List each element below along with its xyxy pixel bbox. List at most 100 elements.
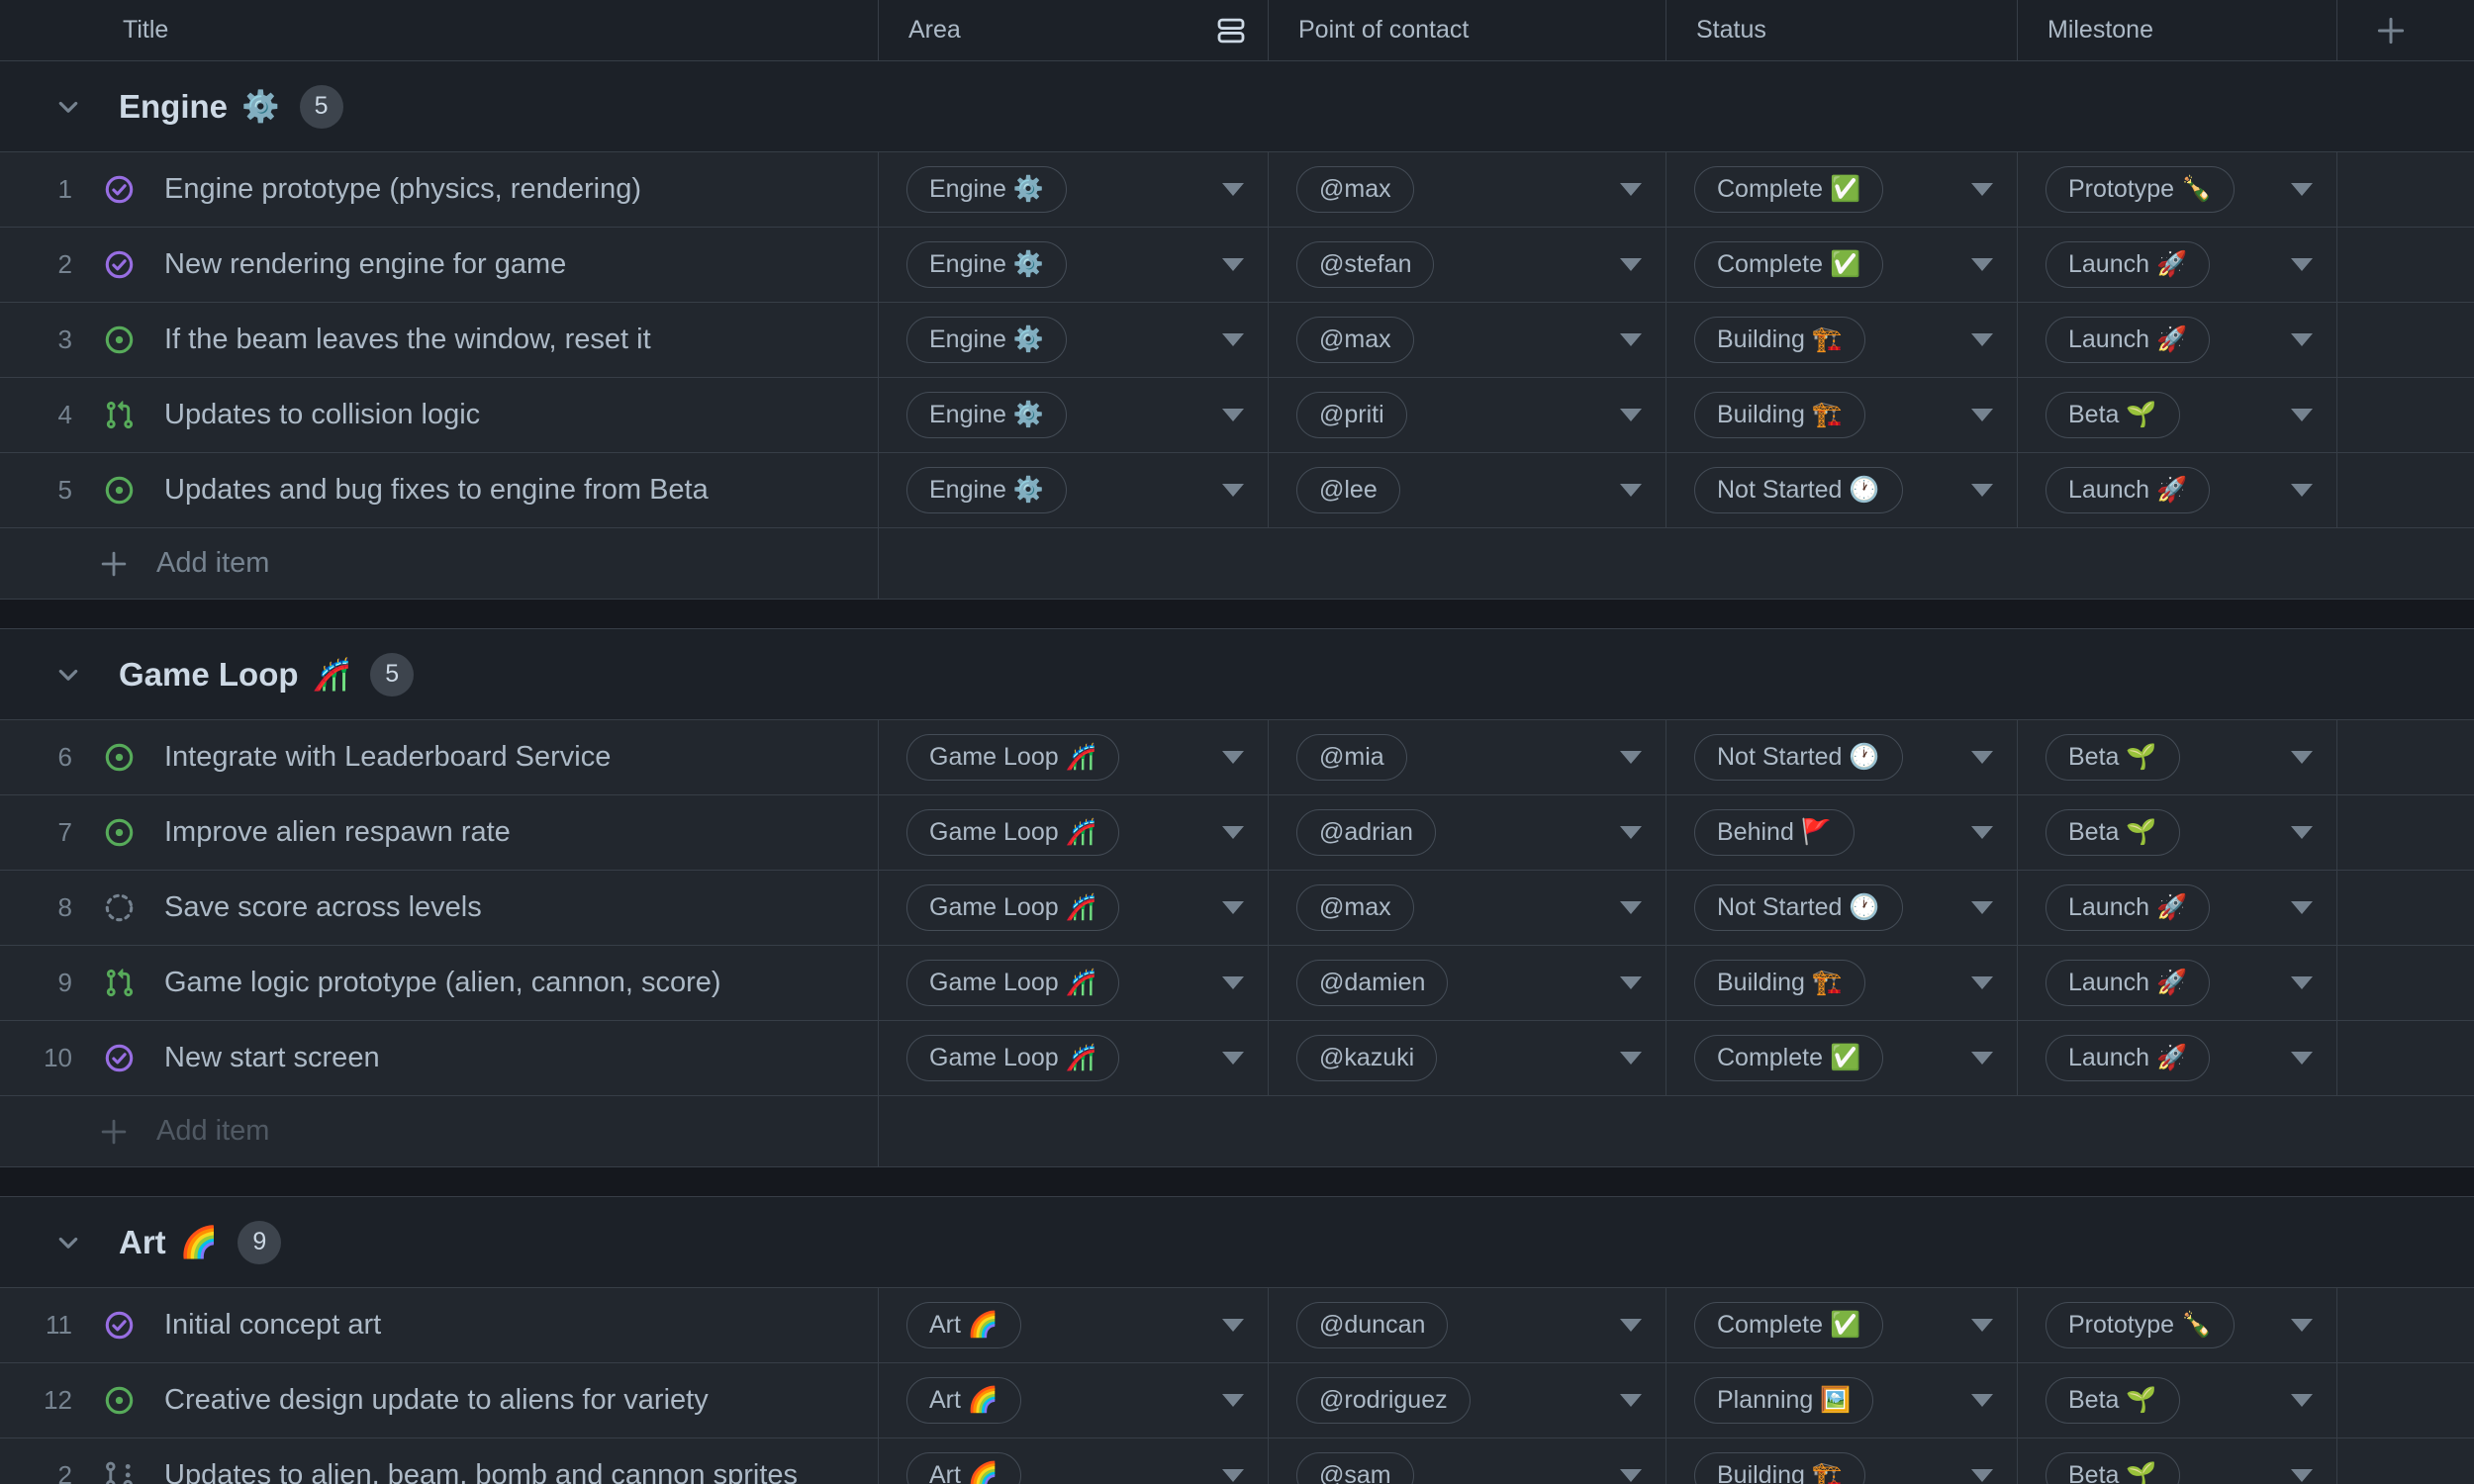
contact-pill[interactable]: @max bbox=[1296, 884, 1414, 931]
item-title[interactable]: Improve alien respawn rate bbox=[164, 816, 511, 848]
area-pill[interactable]: Game Loop 🎢 bbox=[906, 809, 1119, 856]
contact-pill-cell[interactable]: @mia bbox=[1269, 720, 1666, 794]
item-title[interactable]: Initial concept art bbox=[164, 1309, 382, 1341]
status-pill[interactable]: Building 🏗️ bbox=[1694, 1452, 1866, 1484]
contact-pill[interactable]: @max bbox=[1296, 317, 1414, 363]
dropdown-caret-icon[interactable] bbox=[2291, 751, 2313, 764]
dropdown-caret-icon[interactable] bbox=[2291, 1319, 2313, 1332]
status-pill[interactable]: Planning 🖼️ bbox=[1694, 1377, 1874, 1424]
area-pill-cell[interactable]: Engine ⚙️ bbox=[879, 228, 1269, 302]
item-title[interactable]: Updates to alien, beam, bomb and cannon … bbox=[164, 1459, 799, 1484]
dropdown-caret-icon[interactable] bbox=[1620, 1052, 1642, 1065]
dropdown-caret-icon[interactable] bbox=[1620, 1469, 1642, 1482]
milestone-pill[interactable]: Launch 🚀 bbox=[2046, 960, 2211, 1006]
contact-pill[interactable]: @lee bbox=[1296, 467, 1400, 513]
dropdown-caret-icon[interactable] bbox=[1971, 333, 1993, 346]
status-pill-cell[interactable]: Complete ✅ bbox=[1666, 228, 2018, 302]
milestone-pill[interactable]: Beta 🌱 bbox=[2046, 1377, 2180, 1424]
area-pill-cell[interactable]: Art 🌈 bbox=[879, 1363, 1269, 1438]
dropdown-caret-icon[interactable] bbox=[1620, 1394, 1642, 1407]
item-title[interactable]: Updates to collision logic bbox=[164, 399, 481, 430]
item-title[interactable]: Creative design update to aliens for var… bbox=[164, 1384, 709, 1416]
dropdown-caret-icon[interactable] bbox=[1971, 1394, 1993, 1407]
milestone-pill-cell[interactable]: Beta 🌱 bbox=[2018, 720, 2337, 794]
dropdown-caret-icon[interactable] bbox=[1620, 751, 1642, 764]
dropdown-caret-icon[interactable] bbox=[1222, 826, 1244, 839]
area-pill[interactable]: Game Loop 🎢 bbox=[906, 1035, 1119, 1081]
status-pill-cell[interactable]: Not Started 🕐 bbox=[1666, 453, 2018, 527]
area-pill[interactable]: Engine ⚙️ bbox=[906, 317, 1067, 363]
contact-pill[interactable]: @damien bbox=[1296, 960, 1449, 1006]
status-pill[interactable]: Not Started 🕐 bbox=[1694, 467, 1903, 513]
dropdown-caret-icon[interactable] bbox=[2291, 258, 2313, 271]
milestone-pill[interactable]: Launch 🚀 bbox=[2046, 241, 2211, 288]
milestone-pill-cell[interactable]: Launch 🚀 bbox=[2018, 946, 2337, 1020]
dropdown-caret-icon[interactable] bbox=[1222, 484, 1244, 497]
item-title[interactable]: New start screen bbox=[164, 1042, 380, 1073]
dropdown-caret-icon[interactable] bbox=[1971, 826, 1993, 839]
milestone-pill-cell[interactable]: Prototype 🍾 bbox=[2018, 1288, 2337, 1362]
contact-pill-cell[interactable]: @rodriguez bbox=[1269, 1363, 1666, 1438]
status-pill-cell[interactable]: Not Started 🕐 bbox=[1666, 871, 2018, 945]
column-header-title[interactable]: Title bbox=[0, 0, 879, 60]
status-pill[interactable]: Building 🏗️ bbox=[1694, 960, 1866, 1006]
dropdown-caret-icon[interactable] bbox=[1620, 826, 1642, 839]
status-pill[interactable]: Not Started 🕐 bbox=[1694, 884, 1903, 931]
dropdown-caret-icon[interactable] bbox=[2291, 409, 2313, 421]
dropdown-caret-icon[interactable] bbox=[1222, 1469, 1244, 1482]
milestone-pill[interactable]: Beta 🌱 bbox=[2046, 809, 2180, 856]
contact-pill-cell[interactable]: @stefan bbox=[1269, 228, 1666, 302]
dropdown-caret-icon[interactable] bbox=[1971, 183, 1993, 196]
item-title[interactable]: Updates and bug fixes to engine from Bet… bbox=[164, 474, 709, 506]
dropdown-caret-icon[interactable] bbox=[1222, 901, 1244, 914]
item-title[interactable]: Game logic prototype (alien, cannon, sco… bbox=[164, 967, 721, 998]
contact-pill[interactable]: @stefan bbox=[1296, 241, 1435, 288]
dropdown-caret-icon[interactable] bbox=[1971, 976, 1993, 989]
column-header-area[interactable]: Area bbox=[879, 0, 1269, 60]
area-pill-cell[interactable]: Game Loop 🎢 bbox=[879, 720, 1269, 794]
status-pill-cell[interactable]: Not Started 🕐 bbox=[1666, 720, 2018, 794]
area-pill-cell[interactable]: Art 🌈 bbox=[879, 1438, 1269, 1484]
contact-pill[interactable]: @sam bbox=[1296, 1452, 1414, 1484]
milestone-pill[interactable]: Launch 🚀 bbox=[2046, 317, 2211, 363]
milestone-pill-cell[interactable]: Launch 🚀 bbox=[2018, 228, 2337, 302]
dropdown-caret-icon[interactable] bbox=[1971, 901, 1993, 914]
dropdown-caret-icon[interactable] bbox=[1620, 976, 1642, 989]
dropdown-caret-icon[interactable] bbox=[1222, 409, 1244, 421]
contact-pill-cell[interactable]: @adrian bbox=[1269, 795, 1666, 870]
status-pill-cell[interactable]: Building 🏗️ bbox=[1666, 378, 2018, 452]
milestone-pill-cell[interactable]: Launch 🚀 bbox=[2018, 871, 2337, 945]
dropdown-caret-icon[interactable] bbox=[1971, 409, 1993, 421]
area-pill-cell[interactable]: Game Loop 🎢 bbox=[879, 871, 1269, 945]
status-pill[interactable]: Behind 🚩 bbox=[1694, 809, 1855, 856]
dropdown-caret-icon[interactable] bbox=[1971, 1469, 1993, 1482]
area-pill[interactable]: Art 🌈 bbox=[906, 1377, 1022, 1424]
dropdown-caret-icon[interactable] bbox=[1222, 751, 1244, 764]
area-pill-cell[interactable]: Engine ⚙️ bbox=[879, 378, 1269, 452]
milestone-pill-cell[interactable]: Launch 🚀 bbox=[2018, 303, 2337, 377]
contact-pill-cell[interactable]: @priti bbox=[1269, 378, 1666, 452]
milestone-pill-cell[interactable]: Beta 🌱 bbox=[2018, 1363, 2337, 1438]
dropdown-caret-icon[interactable] bbox=[2291, 333, 2313, 346]
dropdown-caret-icon[interactable] bbox=[1971, 1319, 1993, 1332]
dropdown-caret-icon[interactable] bbox=[1620, 484, 1642, 497]
contact-pill[interactable]: @adrian bbox=[1296, 809, 1436, 856]
area-pill[interactable]: Engine ⚙️ bbox=[906, 467, 1067, 513]
milestone-pill-cell[interactable]: Beta 🌱 bbox=[2018, 795, 2337, 870]
status-pill-cell[interactable]: Complete ✅ bbox=[1666, 1288, 2018, 1362]
milestone-pill-cell[interactable]: Beta 🌱 bbox=[2018, 1438, 2337, 1484]
milestone-pill[interactable]: Launch 🚀 bbox=[2046, 884, 2211, 931]
status-pill[interactable]: Complete ✅ bbox=[1694, 1302, 1884, 1348]
area-pill[interactable]: Art 🌈 bbox=[906, 1302, 1022, 1348]
collapse-chevron-icon[interactable] bbox=[54, 93, 82, 121]
dropdown-caret-icon[interactable] bbox=[1620, 409, 1642, 421]
status-pill-cell[interactable]: Behind 🚩 bbox=[1666, 795, 2018, 870]
status-pill[interactable]: Complete ✅ bbox=[1694, 1035, 1884, 1081]
contact-pill[interactable]: @kazuki bbox=[1296, 1035, 1438, 1081]
contact-pill-cell[interactable]: @max bbox=[1269, 152, 1666, 227]
status-pill-cell[interactable]: Planning 🖼️ bbox=[1666, 1363, 2018, 1438]
status-pill[interactable]: Complete ✅ bbox=[1694, 241, 1884, 288]
dropdown-caret-icon[interactable] bbox=[1620, 333, 1642, 346]
contact-pill-cell[interactable]: @duncan bbox=[1269, 1288, 1666, 1362]
dropdown-caret-icon[interactable] bbox=[1222, 1319, 1244, 1332]
